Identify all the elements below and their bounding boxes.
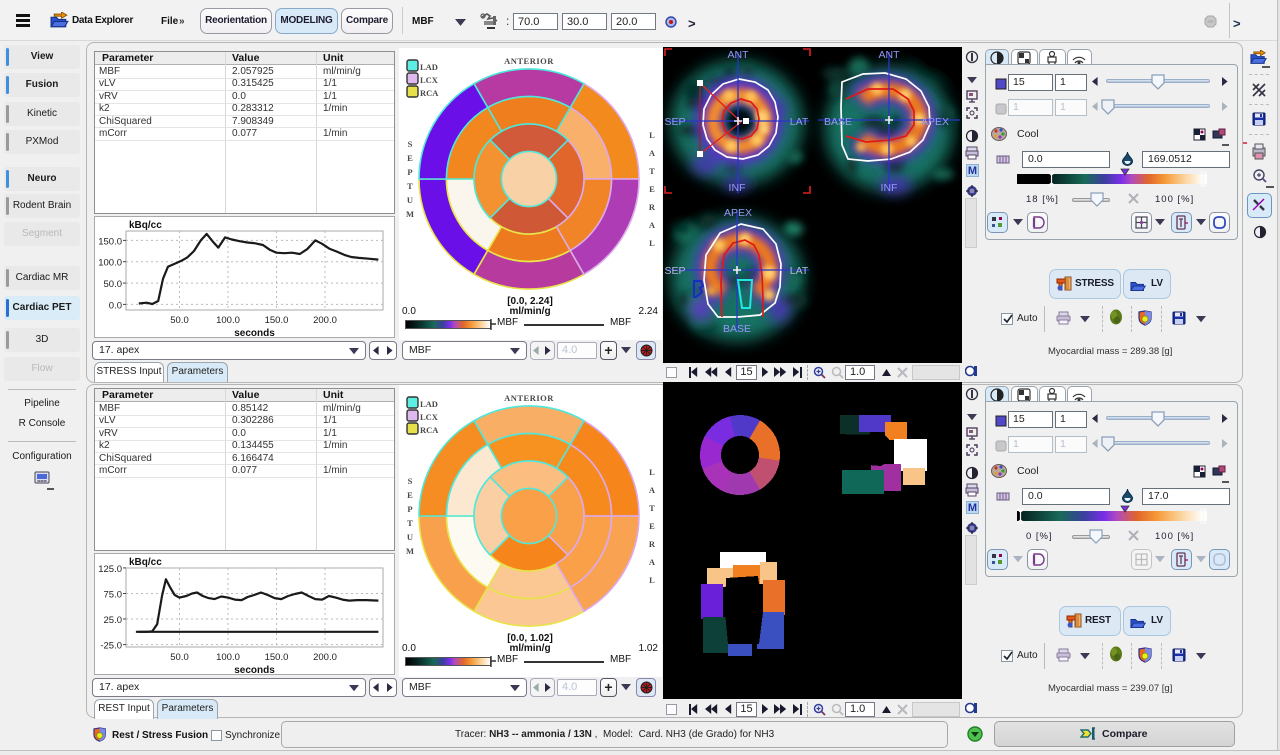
svg-text:A: A [649,148,656,158]
svg-text:R: R [649,202,656,212]
svg-text:seconds: seconds [234,665,275,676]
svg-text:LAD: LAD [420,62,438,72]
svg-text:50.0: 50.0 [170,315,189,326]
svg-text:E: E [649,521,655,531]
svg-text:RCA: RCA [420,88,439,98]
svg-text:L: L [649,467,655,477]
svg-text:E: E [407,153,413,163]
svg-text:125.0: 125.0 [98,564,122,575]
svg-text:A: A [649,220,656,230]
svg-text:100.0: 100.0 [216,652,240,663]
svg-text:M: M [406,546,414,556]
svg-text:T: T [649,166,655,176]
svg-text:LCX: LCX [420,412,439,422]
svg-text:200.0: 200.0 [313,652,337,663]
svg-text:T: T [649,503,655,513]
svg-text:L: L [649,130,655,140]
svg-text:SEP: SEP [664,265,685,277]
svg-text:INF: INF [881,182,898,194]
svg-text:ANTERIOR: ANTERIOR [504,393,554,403]
svg-text:A: A [649,485,656,495]
svg-text:BASE: BASE [824,116,852,128]
svg-text:LAT: LAT [790,265,809,277]
svg-text:E: E [407,490,413,500]
svg-text:ANT: ANT [728,49,750,61]
svg-text:M: M [406,209,414,219]
svg-text:S: S [408,139,413,149]
svg-text:INF: INF [729,182,746,194]
svg-text:LCX: LCX [420,75,439,85]
svg-text:LAT: LAT [790,116,809,128]
svg-text:P: P [407,167,412,177]
svg-text:75.0: 75.0 [104,590,123,601]
svg-text:E: E [649,184,655,194]
svg-text:T: T [407,518,413,528]
svg-text:150.0: 150.0 [265,315,289,326]
svg-text:LAD: LAD [420,399,438,409]
svg-text:APEX: APEX [724,207,752,219]
svg-text:50.0: 50.0 [170,652,189,663]
svg-text:200.0: 200.0 [313,315,337,326]
svg-text:A: A [649,557,656,567]
svg-text:R: R [649,539,656,549]
svg-text:S: S [408,476,413,486]
svg-text:150.0: 150.0 [98,236,122,247]
svg-text:100.0: 100.0 [216,315,240,326]
svg-text:SEP: SEP [664,116,685,128]
svg-text:L: L [649,238,655,248]
svg-text:0.0: 0.0 [109,300,122,311]
svg-text:150.0: 150.0 [265,652,289,663]
svg-text:kBq/cc: kBq/cc [129,557,162,568]
svg-text:ANTERIOR: ANTERIOR [504,56,554,66]
svg-text:ANT: ANT [879,49,901,61]
svg-text:RCA: RCA [420,425,439,435]
svg-text:kBq/cc: kBq/cc [129,220,162,231]
svg-text:L: L [649,575,655,585]
svg-text:seconds: seconds [234,328,275,339]
svg-text:25.0: 25.0 [104,615,123,626]
svg-text:APEX: APEX [921,116,949,128]
svg-text:P: P [407,504,412,514]
svg-text:-25.0: -25.0 [100,641,122,652]
svg-text:100.0: 100.0 [98,258,122,269]
svg-text:U: U [407,532,413,542]
svg-text:50.0: 50.0 [104,279,123,290]
svg-text:U: U [407,195,413,205]
svg-text:BASE: BASE [723,323,751,335]
svg-text:T: T [407,181,413,191]
